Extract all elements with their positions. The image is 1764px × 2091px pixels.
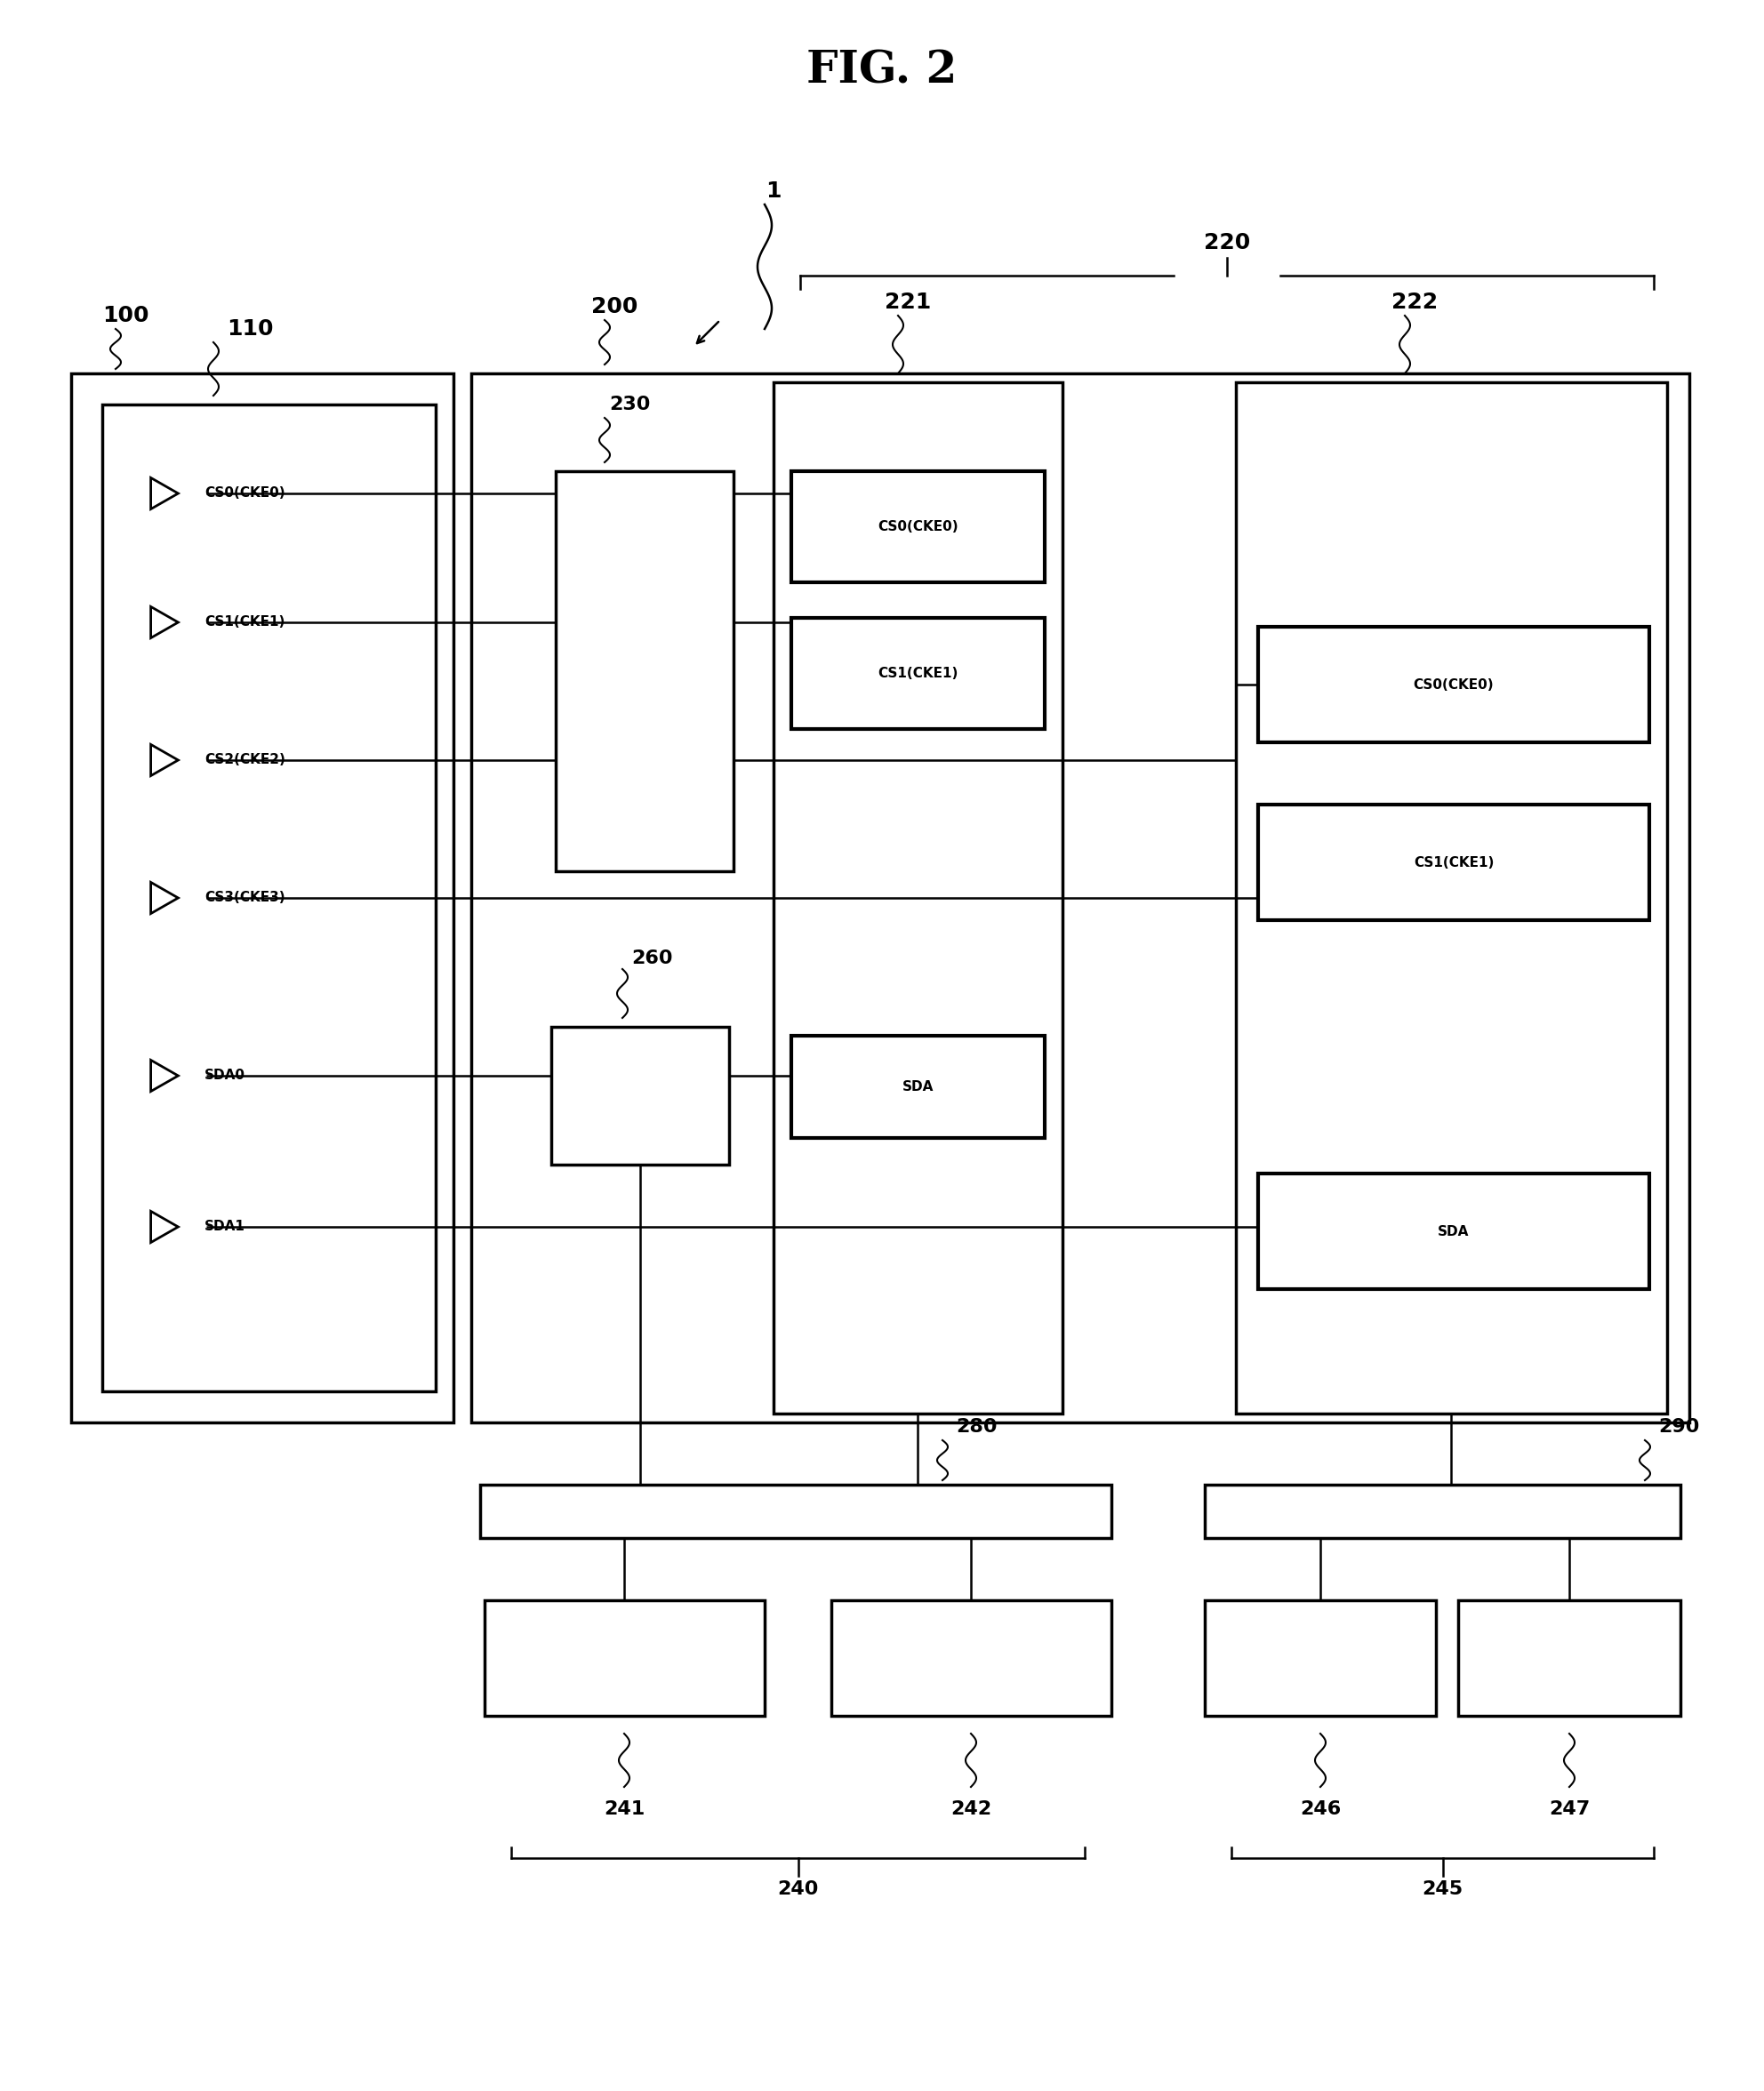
Text: 200: 200 (591, 297, 639, 318)
Text: 1: 1 (766, 180, 781, 203)
Text: 245: 245 (1422, 1880, 1462, 1899)
Text: 110: 110 (228, 318, 273, 339)
Text: 247: 247 (1549, 1800, 1589, 1817)
Text: SDA0: SDA0 (205, 1069, 245, 1081)
Text: 246: 246 (1300, 1800, 1341, 1817)
FancyBboxPatch shape (480, 1485, 1111, 1539)
Text: SDA1: SDA1 (205, 1219, 245, 1232)
Text: CS0(CKE0): CS0(CKE0) (1413, 677, 1494, 692)
FancyBboxPatch shape (1205, 1485, 1681, 1539)
Text: 220: 220 (1203, 232, 1251, 253)
Text: CS3(CKE3): CS3(CKE3) (205, 891, 286, 903)
Text: 290: 290 (1658, 1418, 1699, 1437)
Text: 221: 221 (886, 291, 931, 314)
Text: 260: 260 (632, 949, 672, 968)
Text: SDA: SDA (1438, 1225, 1469, 1238)
FancyBboxPatch shape (485, 1600, 764, 1717)
Text: SDA: SDA (901, 1081, 933, 1094)
Text: 230: 230 (609, 395, 651, 414)
Text: 280: 280 (956, 1418, 997, 1437)
Text: CS2(CKE2): CS2(CKE2) (205, 753, 286, 765)
Text: CS0(CKE0): CS0(CKE0) (878, 521, 958, 533)
Text: FIG. 2: FIG. 2 (806, 50, 958, 92)
Text: 242: 242 (951, 1800, 991, 1817)
FancyBboxPatch shape (831, 1600, 1111, 1717)
Text: 241: 241 (603, 1800, 644, 1817)
Text: CS1(CKE1): CS1(CKE1) (205, 615, 284, 627)
Text: 240: 240 (778, 1880, 818, 1899)
FancyBboxPatch shape (1459, 1600, 1681, 1717)
FancyBboxPatch shape (1205, 1600, 1436, 1717)
Text: CS1(CKE1): CS1(CKE1) (878, 667, 958, 680)
Text: 222: 222 (1392, 291, 1438, 314)
Text: CS1(CKE1): CS1(CKE1) (1413, 855, 1494, 870)
Text: CS0(CKE0): CS0(CKE0) (205, 485, 286, 500)
Text: 100: 100 (102, 305, 148, 326)
